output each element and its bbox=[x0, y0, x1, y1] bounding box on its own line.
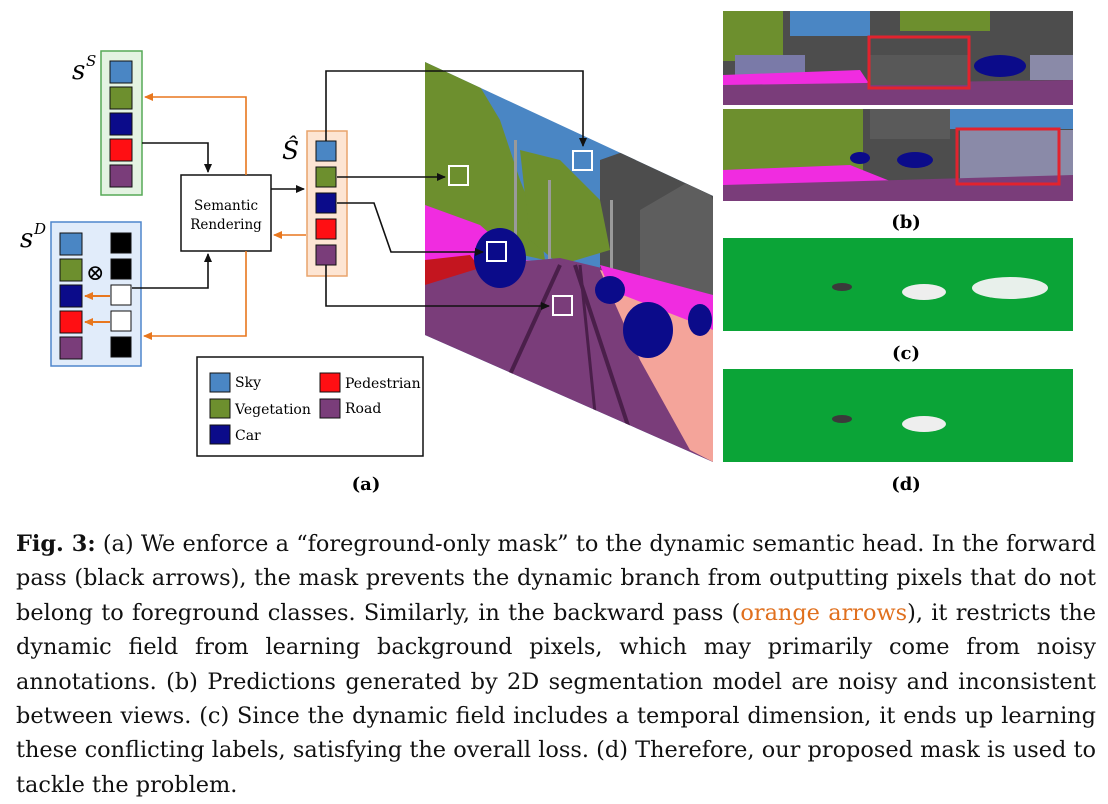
noisy-blob bbox=[972, 277, 1048, 299]
forward-arrow-static bbox=[142, 142, 212, 173]
s-dynamic-label: s bbox=[20, 224, 33, 254]
swatch-vegetation bbox=[109, 86, 133, 110]
panel-a-caption: (a) bbox=[352, 474, 381, 495]
panel-c: (c) bbox=[723, 238, 1073, 364]
mask-cell bbox=[110, 258, 132, 280]
backward-arrow-static bbox=[144, 93, 247, 175]
panel-d-image bbox=[723, 369, 1073, 462]
car-small bbox=[832, 415, 852, 423]
legend-swatch-pedestrian bbox=[319, 372, 341, 393]
foreground-mask bbox=[110, 232, 132, 358]
otimes-symbol: ⊗ bbox=[86, 261, 104, 286]
legend-box bbox=[196, 356, 424, 457]
semantic-rendering-box bbox=[180, 174, 272, 252]
forward-arrow-dynamic bbox=[132, 253, 212, 289]
swatch-road bbox=[109, 164, 133, 188]
s-static-label: s bbox=[72, 56, 85, 86]
highlight-box bbox=[572, 150, 593, 171]
mask-cell bbox=[110, 310, 132, 332]
caption-text-1: (a) We enforce a “foreground-only mask” … bbox=[16, 531, 1096, 626]
panel-b-highlight bbox=[955, 127, 1061, 186]
figure-3: s S s D ⊗ bbox=[20, 11, 1073, 495]
panel-c-caption: (c) bbox=[892, 343, 920, 364]
panel-b-view-1 bbox=[723, 11, 1073, 105]
legend: Sky Pedestrian Vegetation Road Car bbox=[209, 372, 421, 445]
swatch-vegetation bbox=[315, 166, 337, 188]
highlight-box bbox=[486, 241, 507, 262]
swatch-car bbox=[109, 112, 133, 136]
s-hat-label: Ŝ bbox=[282, 136, 299, 165]
swatch-pedestrian bbox=[315, 218, 337, 240]
semantic-rendering-line2: Rendering bbox=[190, 217, 262, 233]
figure-caption: Fig. 3: (a) We enforce a “foreground-onl… bbox=[16, 527, 1096, 802]
backward-arrow-dynamic bbox=[143, 251, 247, 340]
swatch-pedestrian bbox=[109, 138, 133, 162]
sample-arrow-sky bbox=[325, 70, 587, 147]
mask-cell bbox=[110, 232, 132, 254]
panel-d: (d) bbox=[723, 369, 1073, 495]
dynamic-class-swatches bbox=[59, 232, 83, 360]
legend-swatch-car bbox=[209, 424, 231, 445]
caption-orange-text: orange arrows bbox=[740, 599, 908, 626]
static-class-swatches bbox=[109, 60, 133, 188]
panel-b-caption: (b) bbox=[891, 212, 921, 233]
swatch-car bbox=[59, 284, 83, 308]
highlight-box bbox=[552, 295, 573, 316]
panel-b: (b) bbox=[723, 11, 1073, 233]
highlight-box bbox=[448, 165, 469, 186]
panel-b-highlight bbox=[867, 35, 971, 90]
legend-label-pedestrian: Pedestrian bbox=[345, 376, 421, 392]
swatch-car bbox=[315, 192, 337, 214]
legend-label-car: Car bbox=[235, 428, 261, 444]
car-white bbox=[902, 284, 946, 300]
rendered-class-swatches bbox=[315, 140, 337, 266]
car-small bbox=[832, 283, 852, 291]
mask-cell bbox=[110, 284, 132, 306]
swatch-sky bbox=[315, 140, 337, 162]
sample-arrow-car bbox=[337, 202, 484, 256]
s-dynamic-sup: D bbox=[33, 220, 46, 238]
legend-label-vegetation: Vegetation bbox=[234, 402, 311, 418]
caption-text-2: ), it restricts the dynamic field from l… bbox=[16, 599, 1096, 798]
swatch-pedestrian bbox=[59, 310, 83, 334]
swatch-sky bbox=[59, 232, 83, 256]
panel-d-caption: (d) bbox=[891, 474, 921, 495]
caption-label: Fig. 3: bbox=[16, 531, 96, 557]
swatch-sky bbox=[109, 60, 133, 84]
panel-b-view-2 bbox=[723, 109, 1073, 201]
car-white bbox=[902, 416, 946, 432]
swatch-road bbox=[59, 336, 83, 360]
panel-a: s S s D ⊗ bbox=[20, 50, 424, 495]
s-static-sup: S bbox=[86, 52, 96, 70]
legend-swatch-vegetation bbox=[209, 398, 231, 419]
legend-label-road: Road bbox=[345, 401, 381, 417]
semantic-rendering-line1: Semantic bbox=[194, 198, 258, 214]
legend-swatch-sky bbox=[209, 372, 231, 393]
swatch-road bbox=[315, 244, 337, 266]
legend-label-sky: Sky bbox=[235, 375, 261, 391]
perspective-segmentation-image bbox=[425, 62, 713, 462]
sample-arrow-road bbox=[325, 265, 550, 310]
swatch-vegetation bbox=[59, 258, 83, 282]
mask-cell bbox=[110, 336, 132, 358]
legend-swatch-road bbox=[319, 398, 341, 419]
